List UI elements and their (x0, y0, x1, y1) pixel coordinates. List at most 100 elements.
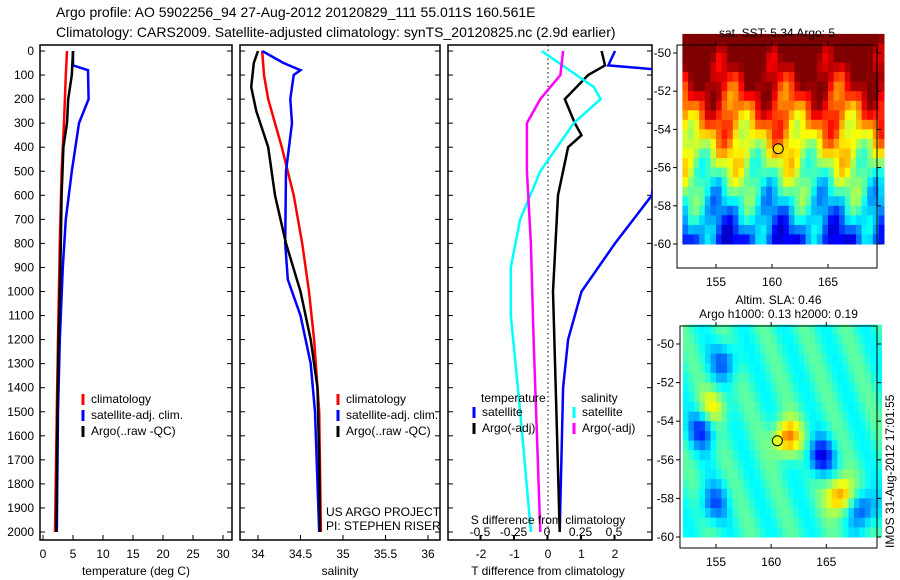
map-cell (743, 392, 750, 403)
map-cell (809, 353, 816, 364)
map-cell (682, 196, 689, 207)
map-cell (699, 508, 706, 519)
map-cell (710, 517, 717, 528)
map-cell (844, 177, 851, 188)
map-cell (749, 234, 756, 245)
map-cell (798, 353, 805, 364)
map-cell (732, 498, 739, 509)
map-cell (828, 205, 835, 216)
map-cell (693, 498, 700, 509)
map-cell (699, 324, 706, 335)
map-cell (760, 421, 767, 432)
map-cell (800, 62, 807, 73)
map-cell (776, 324, 783, 335)
map-cell (754, 392, 761, 403)
map-cell (826, 334, 833, 345)
y-tick-label: 1300 (7, 357, 34, 371)
map-cell (811, 167, 818, 178)
map-cell (864, 421, 871, 432)
map-cell (682, 517, 689, 528)
map-cell (850, 138, 857, 149)
pi-annotation: PI: STEPHEN RISER (326, 519, 441, 533)
map-cell (782, 469, 789, 480)
map-cell (744, 148, 751, 159)
map-cell (864, 353, 871, 364)
map-cell (859, 488, 866, 499)
map-cell (853, 372, 860, 384)
map-cell (771, 469, 778, 480)
map-cell (699, 148, 706, 159)
map-cell (837, 498, 844, 509)
map-cell (828, 119, 835, 130)
map-cell (749, 517, 756, 528)
map-cell (772, 53, 779, 63)
map-cell (800, 177, 807, 188)
map-cell (826, 430, 833, 441)
map-cell (867, 43, 874, 54)
map-cell (710, 91, 717, 102)
map-cell (738, 488, 745, 499)
map-cell (861, 234, 868, 245)
map-cell (765, 479, 772, 490)
map-cell (716, 479, 723, 490)
map-cell (793, 334, 800, 345)
map-cell (811, 148, 818, 159)
map-cell (859, 334, 866, 345)
map-cell (876, 411, 883, 422)
map-cell (777, 177, 784, 188)
map-cell (876, 479, 883, 490)
map-cell (738, 372, 745, 384)
map-cell (743, 459, 750, 470)
map-cell (682, 488, 689, 499)
legend-label: satellite (482, 405, 523, 419)
map-cell (794, 72, 801, 83)
map-cell (864, 430, 871, 441)
map-cell (837, 508, 844, 519)
map-cell (732, 119, 739, 130)
map-cell (793, 450, 800, 461)
map-cell (732, 100, 739, 111)
map-cell (837, 334, 844, 345)
map-cell (811, 53, 818, 63)
map-cell (743, 450, 750, 461)
map-cell (788, 91, 795, 102)
map-cell (754, 430, 761, 441)
map-cell (839, 119, 846, 130)
map-cell (682, 43, 689, 54)
map-cell (755, 196, 762, 207)
map-cell (782, 459, 789, 470)
map-cell (831, 334, 838, 345)
map-cell (699, 224, 706, 235)
map-cell (804, 353, 811, 364)
map-cell (705, 392, 712, 403)
map-cell (721, 363, 728, 374)
map-cell (842, 363, 849, 374)
map-cell (727, 440, 734, 451)
map-cell (682, 110, 689, 121)
map-cell (872, 196, 879, 207)
map-cell (816, 43, 823, 54)
map-cell (749, 62, 756, 73)
map-cell (859, 459, 866, 470)
map-cell (776, 382, 783, 393)
map-cell (831, 527, 838, 538)
map-cell (772, 224, 779, 235)
map-cell (848, 498, 855, 509)
map-cell (716, 508, 723, 519)
map-cell (721, 382, 728, 393)
map-cell (822, 186, 829, 197)
map-cell (749, 33, 756, 44)
map-cell (839, 43, 846, 54)
map-cell (828, 110, 835, 121)
map-cell (856, 215, 863, 226)
map-cell (794, 234, 801, 245)
map-cell (760, 91, 767, 102)
map-cell (826, 488, 833, 499)
map-cell (828, 224, 835, 235)
map-cell (820, 353, 827, 364)
map-cell (760, 43, 767, 54)
map-cell (872, 110, 879, 121)
map-cell (872, 62, 879, 73)
map-cell (727, 372, 734, 384)
